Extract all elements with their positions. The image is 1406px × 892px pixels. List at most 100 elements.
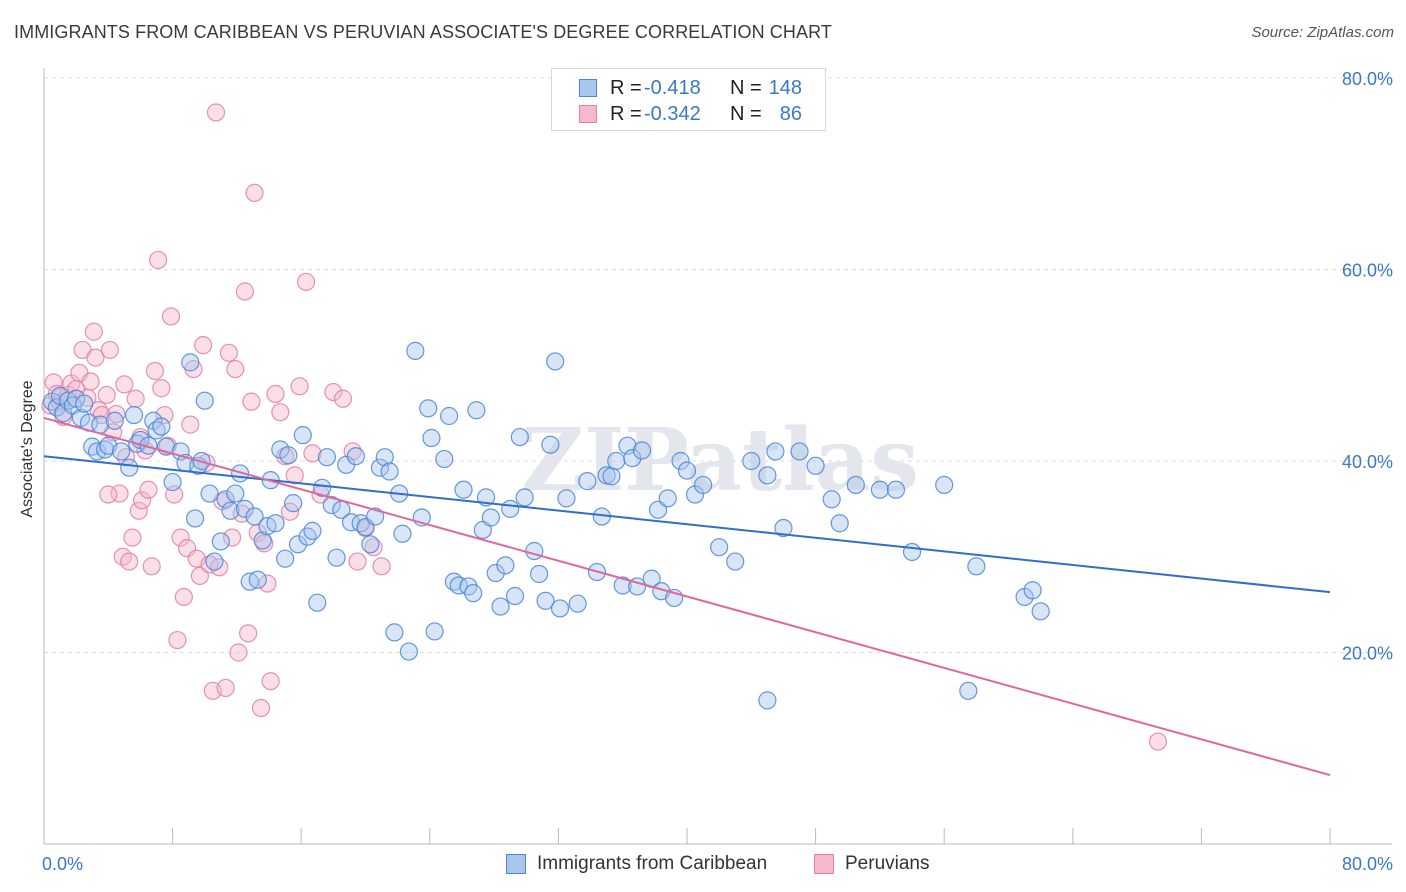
tick-labels: 20.0% 40.0% 60.0% 80.0% 0.0% 80.0% <box>42 69 1393 874</box>
caribbean-point-58 <box>312 478 332 497</box>
caribbean-point-128 <box>710 538 729 557</box>
caribbean-point-148 <box>959 681 978 700</box>
peruvians-point-57 <box>229 643 248 662</box>
caribbean-point-80 <box>422 428 441 448</box>
caribbean-point-18 <box>124 405 144 425</box>
peruvians-point-66 <box>258 574 277 593</box>
caribbean-point-72 <box>380 462 399 481</box>
peruvians-point-46 <box>194 336 213 355</box>
peruvians-point-13 <box>86 348 105 367</box>
trend-lines <box>43 416 1331 777</box>
caribbean-point-76 <box>399 642 419 661</box>
peruvians-point-40 <box>174 587 193 607</box>
peruvians-point-32 <box>149 250 168 270</box>
peruvians-point-50 <box>206 103 226 122</box>
legend-swatch-pink <box>579 105 597 123</box>
caribbean-point-36 <box>211 532 230 551</box>
caribbean-point-50 <box>276 549 295 568</box>
caribbean-point-140 <box>886 480 906 499</box>
caribbean-point-142 <box>935 475 954 495</box>
peruvians-point-75 <box>303 444 322 463</box>
caribbean-point-70 <box>370 458 390 477</box>
n-label: N = <box>730 103 762 125</box>
peruvians-point-62 <box>245 183 264 202</box>
caribbean-point-83 <box>439 406 459 426</box>
caribbean-point-94 <box>491 597 510 616</box>
caribbean-point-105 <box>550 599 570 618</box>
caribbean-point-59 <box>317 448 337 467</box>
x-tick-label-1: 80.0% <box>1342 854 1393 874</box>
caribbean-point-81 <box>425 622 444 641</box>
peruvians-point-67 <box>261 672 280 691</box>
peruvians-point-73 <box>290 377 309 396</box>
peruvians-point-11 <box>81 372 100 391</box>
caribbean-point-51 <box>279 446 298 465</box>
peruvians-point-29 <box>139 480 158 499</box>
caribbean-point-52 <box>284 494 303 513</box>
y-tick-label-0: 20.0% <box>1342 644 1393 664</box>
peruvians-point-82 <box>372 557 391 576</box>
peruvians-point-26 <box>129 501 148 520</box>
caribbean-point-26 <box>163 472 182 492</box>
caribbean-point-17 <box>120 458 139 477</box>
peruvians-point-42 <box>181 415 200 434</box>
caribbean-point-132 <box>742 451 761 471</box>
peruvians-point-77 <box>324 382 343 402</box>
caribbean-point-127 <box>693 475 713 495</box>
n-label: N = <box>730 77 762 99</box>
caribbean-point-79 <box>419 399 438 418</box>
chart-title: IMMIGRANTS FROM CARIBBEAN VS PERUVIAN AS… <box>14 22 832 42</box>
peruvians-point-51 <box>210 558 229 577</box>
caribbean-point-114 <box>613 576 632 595</box>
x-tick-label-0: 0.0% <box>42 854 83 874</box>
stats-row-peruvians: R = -0.342 N = 86 <box>552 100 825 126</box>
stats-legend: R = -0.418 N = 148 R = -0.342 N = 86 <box>551 68 826 131</box>
caribbean-point-130 <box>758 466 777 485</box>
caribbean-point-112 <box>602 467 621 486</box>
caribbean-point-16 <box>112 442 131 461</box>
caribbean-point-38 <box>221 501 240 520</box>
caribbean-point-135 <box>806 456 825 475</box>
caribbean-point-131 <box>774 518 793 538</box>
trend-line-peruvians <box>43 416 1331 777</box>
caribbean-point-95 <box>496 556 515 575</box>
r-value: -0.418 <box>644 77 701 99</box>
caribbean-point-56 <box>303 521 322 540</box>
peruvians-point-31 <box>145 361 165 381</box>
peruvians-point-17 <box>100 340 120 360</box>
peruvians-point-25 <box>126 389 145 408</box>
peruvians-point-30 <box>142 557 161 576</box>
caribbean-point-113 <box>607 451 626 471</box>
caribbean-point-85 <box>449 576 468 595</box>
caribbean-point-136 <box>822 490 841 509</box>
caribbean-point-92 <box>481 508 500 527</box>
caribbean-point-37 <box>216 490 235 509</box>
caribbean-point-124 <box>671 451 690 471</box>
caribbean-point-30 <box>186 509 205 528</box>
caribbean-point-104 <box>546 352 565 371</box>
source-label: Source: ZipAtlas.com <box>1251 24 1394 41</box>
caribbean-point-107 <box>568 594 587 613</box>
caribbean-point-102 <box>536 591 555 610</box>
caribbean-point-108 <box>578 472 597 491</box>
legend-swatch-blue <box>506 854 526 874</box>
watermark: ZIPatlas <box>521 410 919 511</box>
caribbean-point-103 <box>541 435 560 454</box>
peruvians-point-56 <box>226 359 245 379</box>
peruvians-point-23 <box>120 552 139 571</box>
y-axis-label: Associate's Degree <box>19 380 36 518</box>
grid-lines <box>44 77 1392 653</box>
series-legend: Immigrants from Caribbean Peruvians <box>0 852 1406 878</box>
caribbean-point-147 <box>758 691 777 710</box>
caribbean-point-125 <box>677 461 697 480</box>
caribbean-point-146 <box>1031 602 1050 621</box>
caribbean-point-101 <box>530 564 549 584</box>
caribbean-point-39 <box>226 484 245 503</box>
caribbean-point-118 <box>632 441 652 460</box>
caribbean-point-35 <box>205 552 224 571</box>
caribbean-point-55 <box>298 527 317 546</box>
caribbean-point-145 <box>1023 581 1042 600</box>
caribbean-point-15 <box>105 411 124 430</box>
caribbean-point-97 <box>505 586 525 606</box>
